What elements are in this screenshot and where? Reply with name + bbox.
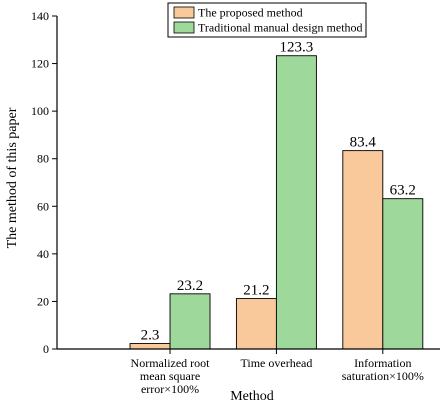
y-tick-label: 100 — [31, 104, 49, 118]
legend-label-proposed: The proposed method — [198, 6, 303, 20]
y-tick-label: 140 — [31, 9, 49, 23]
legend-frame — [167, 2, 367, 38]
bar-value-label: 21.2 — [243, 283, 269, 299]
bar-value-label: 63.2 — [390, 183, 416, 199]
bar-traditional — [275, 55, 317, 350]
legend-swatch-traditional — [173, 21, 195, 34]
legend: The proposed method Traditional manual d… — [167, 2, 367, 38]
y-tick-label: 0 — [43, 342, 49, 356]
legend-label-traditional: Traditional manual design method — [198, 21, 363, 35]
legend-swatch-proposed — [173, 6, 195, 19]
bars-group — [129, 55, 424, 350]
bar-value-label: 83.4 — [350, 135, 377, 151]
x-category-label: Normalized root — [131, 356, 211, 370]
y-ticks-group: 0 20 40 60 80 100 120 140 — [31, 9, 57, 356]
bar-value-label: 2.3 — [141, 328, 160, 344]
y-axis-title: The method of this paper — [5, 107, 20, 248]
y-tick-label: 120 — [31, 57, 49, 71]
x-category-label: Time overhead — [240, 356, 312, 370]
y-tick-label: 80 — [37, 152, 49, 166]
x-axis-title: Method — [230, 389, 274, 404]
bar-proposed — [235, 298, 277, 350]
y-tick-label: 60 — [37, 199, 49, 213]
bar-proposed — [129, 343, 171, 350]
bar-proposed — [342, 150, 384, 350]
x-category-label: error×100% — [141, 382, 199, 396]
bar-value-label: 123.3 — [280, 40, 314, 56]
bar-traditional — [169, 293, 211, 350]
bar-value-label: 23.2 — [177, 278, 203, 294]
bar-traditional — [382, 198, 424, 350]
x-category-label: mean square — [140, 369, 200, 383]
x-category-label: Information — [354, 356, 411, 370]
y-tick-label: 20 — [37, 294, 49, 308]
x-category-label: saturation×100% — [342, 369, 424, 383]
data-labels-group: 2.3 23.2 21.2 123.3 83.4 63.2 — [141, 40, 416, 344]
y-tick-label: 40 — [37, 247, 49, 261]
axes-group — [56, 16, 440, 350]
